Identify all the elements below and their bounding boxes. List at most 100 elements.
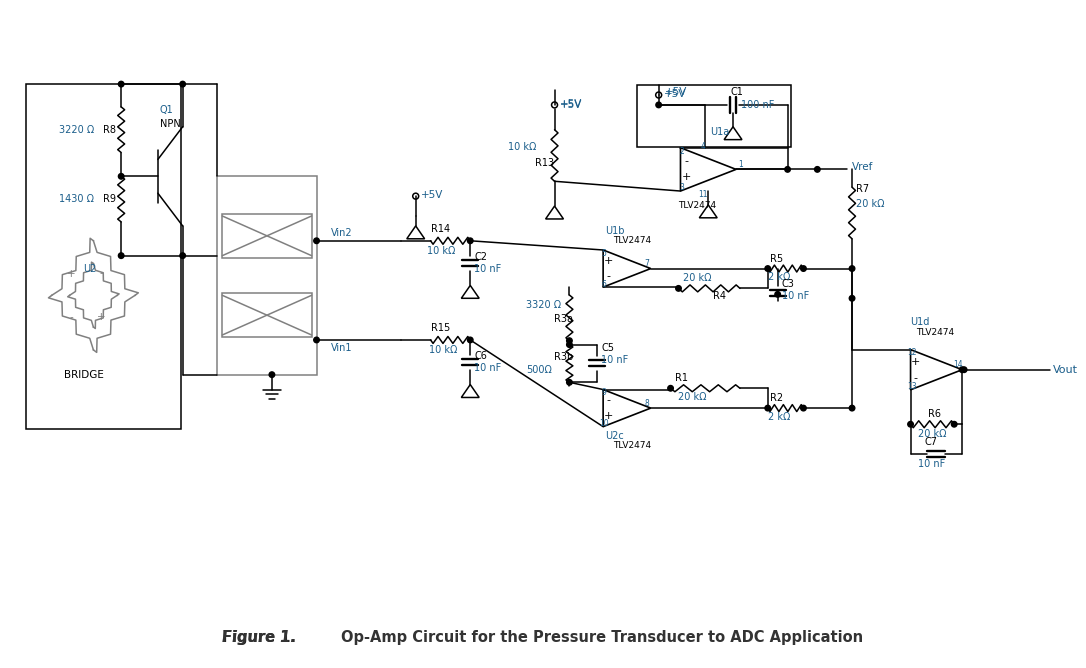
Circle shape: [269, 372, 275, 377]
Circle shape: [467, 337, 473, 343]
Text: 1: 1: [738, 160, 743, 169]
Text: C2: C2: [475, 252, 488, 262]
Circle shape: [849, 295, 855, 301]
Circle shape: [800, 405, 806, 411]
Circle shape: [959, 367, 964, 373]
Circle shape: [814, 166, 820, 172]
Text: -: -: [100, 269, 103, 279]
Text: 2 kΩ: 2 kΩ: [768, 273, 791, 283]
Text: 20 kΩ: 20 kΩ: [919, 429, 947, 439]
Text: Vin1: Vin1: [331, 343, 353, 353]
Text: +: +: [604, 411, 613, 421]
Text: 10 nF: 10 nF: [602, 355, 629, 365]
Text: U1a: U1a: [710, 127, 730, 137]
Text: 10 nF: 10 nF: [782, 291, 809, 301]
Text: 9: 9: [602, 388, 607, 397]
Bar: [636, 85, 791, 146]
Text: C1: C1: [730, 87, 743, 97]
Text: Op-Amp Circuit for the Pressure Transducer to ADC Application: Op-Amp Circuit for the Pressure Transduc…: [341, 630, 863, 645]
Circle shape: [785, 166, 791, 172]
Text: Figure 1.: Figure 1.: [223, 630, 296, 645]
Text: Vin2: Vin2: [331, 228, 353, 238]
Text: +5V: +5V: [420, 190, 443, 200]
Text: R6: R6: [929, 409, 942, 420]
Text: C7: C7: [924, 437, 937, 447]
Text: R15: R15: [430, 323, 450, 333]
Text: Vout: Vout: [1053, 365, 1078, 375]
Text: 5: 5: [602, 248, 607, 258]
Text: R14: R14: [430, 224, 450, 234]
Text: R7: R7: [856, 184, 869, 194]
Text: 8: 8: [644, 399, 649, 407]
Circle shape: [314, 238, 319, 244]
Text: +: +: [97, 312, 105, 322]
Text: 13: 13: [907, 382, 917, 391]
Circle shape: [908, 422, 913, 427]
Circle shape: [775, 291, 781, 297]
Text: -: -: [606, 395, 610, 405]
Text: NPN: NPN: [160, 119, 180, 129]
Text: C6: C6: [475, 351, 488, 361]
Text: 10 kΩ: 10 kΩ: [427, 246, 455, 256]
Text: 7: 7: [644, 259, 649, 268]
Text: 100 nF: 100 nF: [741, 100, 774, 110]
Text: -: -: [606, 271, 610, 281]
Text: Vref: Vref: [853, 162, 873, 172]
Bar: [217, 176, 316, 375]
Text: R3a: R3a: [554, 314, 572, 324]
Text: R3b: R3b: [554, 351, 572, 361]
Circle shape: [314, 337, 319, 343]
Bar: [223, 293, 312, 337]
Circle shape: [961, 367, 967, 373]
Text: 4: 4: [700, 142, 706, 151]
Circle shape: [849, 405, 855, 411]
Circle shape: [567, 379, 572, 385]
Text: 500Ω: 500Ω: [526, 365, 552, 375]
Text: -: -: [70, 312, 74, 322]
Text: +5V: +5V: [559, 99, 582, 109]
Circle shape: [180, 81, 186, 87]
Circle shape: [668, 385, 673, 391]
Text: 20 kΩ: 20 kΩ: [683, 273, 712, 283]
Circle shape: [567, 342, 572, 347]
Text: 20 kΩ: 20 kΩ: [679, 392, 707, 402]
Text: 10 kΩ: 10 kΩ: [429, 345, 457, 355]
Circle shape: [118, 81, 124, 87]
Circle shape: [467, 238, 473, 244]
Text: Q1: Q1: [160, 105, 174, 115]
Text: -: -: [684, 156, 689, 166]
Text: 10 kΩ: 10 kΩ: [508, 142, 536, 152]
Text: U1d: U1d: [910, 317, 930, 327]
Text: R4: R4: [714, 291, 727, 301]
Circle shape: [849, 266, 855, 271]
Circle shape: [765, 266, 771, 271]
Text: TLV2474: TLV2474: [614, 442, 652, 450]
Text: 1430 Ω: 1430 Ω: [59, 194, 93, 204]
Text: 6: 6: [602, 279, 607, 289]
Text: R2: R2: [770, 393, 783, 403]
Text: +: +: [604, 256, 613, 266]
Text: 10 nF: 10 nF: [475, 363, 502, 373]
Text: -: -: [913, 373, 918, 383]
Text: 2: 2: [679, 147, 684, 156]
Circle shape: [800, 266, 806, 271]
Circle shape: [765, 405, 771, 411]
Text: R5: R5: [770, 254, 783, 264]
Circle shape: [118, 174, 124, 179]
Circle shape: [951, 422, 957, 427]
Text: U1b: U1b: [605, 226, 624, 236]
Circle shape: [656, 102, 661, 108]
Text: TLV2474: TLV2474: [679, 200, 717, 210]
Text: TLV2474: TLV2474: [614, 236, 652, 245]
Text: 10: 10: [599, 419, 609, 428]
Text: R8: R8: [103, 125, 116, 135]
Text: 10 nF: 10 nF: [475, 264, 502, 274]
Text: 3: 3: [679, 183, 684, 192]
Bar: [223, 214, 312, 258]
Text: U2c: U2c: [605, 431, 623, 441]
Circle shape: [675, 286, 681, 291]
Bar: [26, 84, 180, 430]
Circle shape: [118, 253, 124, 259]
Text: 3220 Ω: 3220 Ω: [59, 125, 94, 135]
Text: 10 nF: 10 nF: [919, 459, 946, 469]
